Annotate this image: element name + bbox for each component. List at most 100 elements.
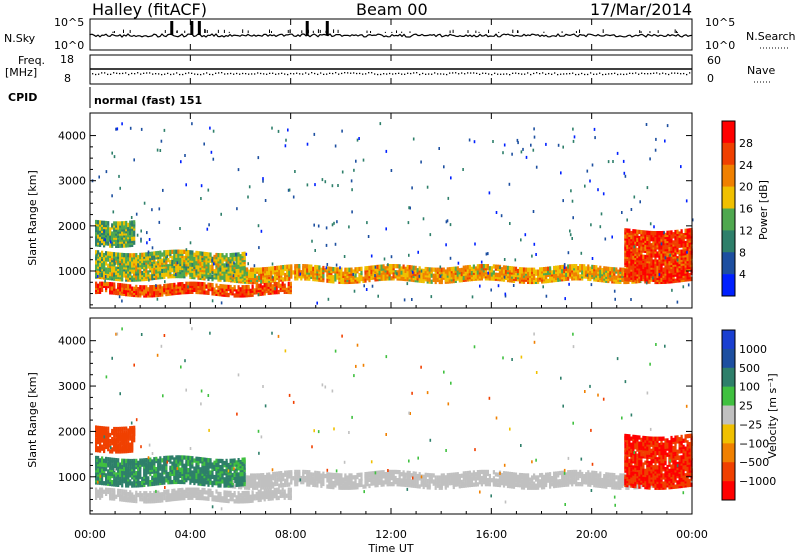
power-cell: [613, 267, 616, 272]
velocity-cell: [418, 472, 421, 477]
velocity-cell: [358, 472, 361, 477]
nave-dot: [350, 72, 352, 74]
power-cell: [518, 271, 522, 276]
power-cell: [586, 273, 589, 277]
power-cell: [533, 127, 535, 131]
velocity-cell: [508, 471, 512, 477]
power-cell: [645, 123, 648, 126]
power-cell: [632, 229, 635, 234]
power-cell: [104, 238, 106, 242]
power-cell: [626, 238, 629, 243]
power-cell: [563, 263, 566, 267]
power-cell: [296, 264, 299, 269]
power-cell: [275, 281, 278, 287]
nave-dot: [506, 73, 508, 75]
power-cell: [131, 286, 134, 291]
velocity-cell: [605, 472, 608, 477]
velocity-cell: [400, 472, 403, 477]
velocity-cell: [553, 477, 556, 483]
power-cell: [117, 239, 119, 243]
power-cell: [674, 278, 677, 283]
power-cell: [312, 266, 315, 271]
power-cell: [520, 150, 523, 154]
power-cell: [662, 267, 665, 272]
power-cell: [139, 285, 142, 290]
velocity-cell: [332, 480, 335, 486]
power-cell: [563, 266, 566, 269]
nave-dot: [431, 73, 433, 75]
velocity-cell: [334, 483, 337, 488]
velocity-cell: [569, 470, 572, 475]
power-cell: [123, 225, 126, 230]
power-cell: [471, 295, 474, 299]
velocity-cell: [537, 475, 540, 480]
power-cell: [406, 282, 409, 286]
power-cell: [532, 210, 535, 213]
power-cell: [628, 250, 631, 256]
power-cell: [185, 183, 187, 187]
power-cell: [237, 256, 240, 261]
power-cell: [193, 281, 196, 286]
nave-dot: [521, 73, 523, 75]
power-cell: [263, 283, 266, 288]
nave-dot: [233, 73, 235, 75]
velocity-cell: [368, 471, 371, 476]
nave-dot: [680, 73, 682, 75]
power-cell: [418, 266, 421, 271]
power-cell: [640, 236, 643, 241]
nave-dot: [290, 72, 292, 75]
power-cell: [565, 272, 568, 277]
velocity-cell: [609, 472, 612, 477]
power-cell: [157, 250, 160, 256]
power-cell: [221, 267, 224, 272]
power-cell: [630, 230, 633, 236]
power-cell: [611, 267, 614, 272]
power-cell: [516, 268, 520, 274]
nave-dot: [146, 72, 148, 74]
power-cell: [220, 212, 222, 216]
nave-dot: [245, 72, 247, 75]
power-cell: [197, 267, 200, 272]
power-cell: [313, 223, 315, 227]
nave-dot: [440, 73, 442, 75]
cpid-label: CPID: [8, 91, 37, 104]
power-cell: [187, 281, 190, 286]
power-cell: [649, 222, 652, 226]
nave-dot: [566, 73, 568, 75]
velocity-cell: [304, 476, 307, 481]
velocity-cell: [378, 478, 381, 483]
power-cell: [252, 267, 255, 272]
power-cell: [529, 267, 532, 272]
power-cell: [590, 283, 593, 287]
power-cell: [193, 260, 196, 266]
power-cell: [167, 289, 170, 294]
power-cell: [488, 191, 491, 195]
power-cell: [531, 267, 534, 272]
nave-dot: [632, 72, 634, 75]
power-cell: [654, 237, 657, 242]
power-cell: [326, 263, 329, 266]
velocity-cell: [298, 469, 301, 475]
power-cell: [422, 217, 425, 221]
power-cell: [581, 270, 584, 275]
velocity-cell: [476, 470, 479, 475]
power-cell: [270, 266, 273, 271]
power-cell: [211, 275, 214, 280]
velocity-cell: [474, 472, 477, 477]
velocity-cell: [400, 482, 403, 487]
power-cell: [533, 242, 536, 246]
power-cell: [557, 265, 560, 270]
power-cell: [306, 183, 309, 187]
power-cell: [105, 267, 108, 272]
power-cell: [183, 255, 186, 261]
power-cell: [640, 270, 643, 275]
power-cell: [231, 256, 234, 262]
power-cell: [115, 127, 117, 131]
power-cell: [161, 292, 164, 297]
velocity-cell: [615, 481, 618, 486]
velocity-cell: [258, 473, 261, 478]
nave-dot: [491, 73, 493, 76]
power-cell: [143, 201, 146, 205]
velocity-cell: [426, 472, 429, 478]
power-cell: [203, 282, 206, 287]
